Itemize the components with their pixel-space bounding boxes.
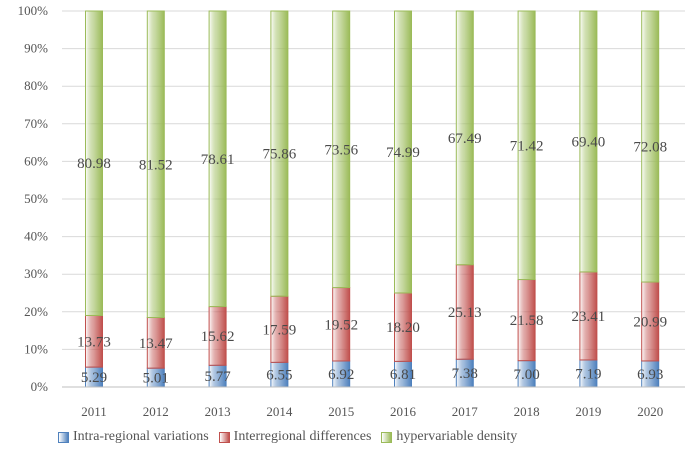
legend: Intra-regional variations Interregional … <box>58 429 517 445</box>
bar-segment <box>579 10 598 273</box>
legend-label-intra: Intra-regional variations <box>73 429 209 444</box>
data-label: 20.99 <box>633 314 667 330</box>
y-tick-label: 10% <box>24 341 48 356</box>
bar-segment <box>641 10 660 283</box>
x-tick-label: 2017 <box>452 404 479 419</box>
data-label: 5.01 <box>143 371 169 387</box>
legend-item-intra: Intra-regional variations <box>58 429 209 445</box>
data-label: 80.98 <box>77 156 111 172</box>
data-label: 25.13 <box>448 305 482 321</box>
data-label: 7.38 <box>452 366 478 382</box>
bar-segment <box>332 10 351 289</box>
data-label: 6.81 <box>390 367 416 383</box>
data-label: 72.08 <box>633 140 667 156</box>
data-label: 73.56 <box>324 142 358 158</box>
y-tick-label: 40% <box>24 229 48 244</box>
data-label: 15.62 <box>201 329 235 345</box>
legend-label-hyper: hypervariable density <box>396 429 518 444</box>
x-tick-label: 2015 <box>328 404 354 419</box>
y-tick-label: 70% <box>24 116 48 131</box>
bar-segment <box>394 10 412 294</box>
y-tick-label: 80% <box>24 78 48 93</box>
legend-swatch-intra <box>58 431 69 443</box>
data-label: 13.73 <box>77 334 111 350</box>
y-tick-label: 30% <box>24 266 48 281</box>
data-label: 67.49 <box>448 131 482 147</box>
data-label: 75.86 <box>263 147 297 163</box>
y-tick-label: 0% <box>31 379 49 394</box>
y-tick-label: 90% <box>24 41 48 56</box>
data-label: 6.92 <box>328 367 354 383</box>
legend-swatch-hyper <box>381 431 393 443</box>
y-tick-label: 20% <box>24 304 48 319</box>
data-label: 74.99 <box>386 145 420 161</box>
data-label: 23.41 <box>572 309 606 325</box>
x-tick-label: 2020 <box>637 404 663 419</box>
y-tick-label: 50% <box>24 191 48 206</box>
y-tick-label: 60% <box>24 153 48 168</box>
data-label: 5.77 <box>204 369 231 385</box>
data-label: 18.20 <box>386 320 420 336</box>
bar-segment <box>208 10 227 308</box>
legend-item-hyper: hypervariable density <box>381 429 517 445</box>
data-label: 6.93 <box>637 367 663 383</box>
x-tick-label: 2019 <box>575 404 601 419</box>
data-label: 6.55 <box>266 368 292 384</box>
data-label: 13.47 <box>139 336 173 352</box>
legend-swatch-inter <box>218 431 230 443</box>
data-label: 19.52 <box>324 317 358 333</box>
data-label: 81.52 <box>139 157 173 173</box>
bar-segment <box>85 10 103 316</box>
bar-segment <box>270 10 289 297</box>
data-label: 7.00 <box>513 367 539 383</box>
x-tick-label: 2016 <box>390 404 417 419</box>
x-tick-label: 2018 <box>514 404 540 419</box>
x-tick-label: 2012 <box>143 404 169 419</box>
bar-segment <box>517 10 536 281</box>
data-label: 17.59 <box>263 322 297 338</box>
bar-segment <box>146 10 165 319</box>
data-label: 71.42 <box>510 138 544 154</box>
data-label: 5.29 <box>81 370 107 386</box>
y-tick-label: 100% <box>18 3 49 18</box>
x-tick-label: 2011 <box>81 404 107 419</box>
data-label: 21.58 <box>510 313 544 329</box>
data-label: 78.61 <box>201 152 235 168</box>
x-tick-label: 2013 <box>205 404 231 419</box>
stacked-bar-chart: 0% 10% 20% 30% 40% 50% 60% 70% 80% 90% 100% 5.29 13.… <box>18 3 685 419</box>
bar-segment <box>455 10 474 266</box>
legend-item-inter: Interregional differences <box>218 429 372 445</box>
legend-label-inter: Interregional differences <box>233 429 372 444</box>
data-label: 7.19 <box>575 366 601 382</box>
x-tick-label: 2014 <box>266 404 293 419</box>
data-label: 69.40 <box>572 134 606 150</box>
